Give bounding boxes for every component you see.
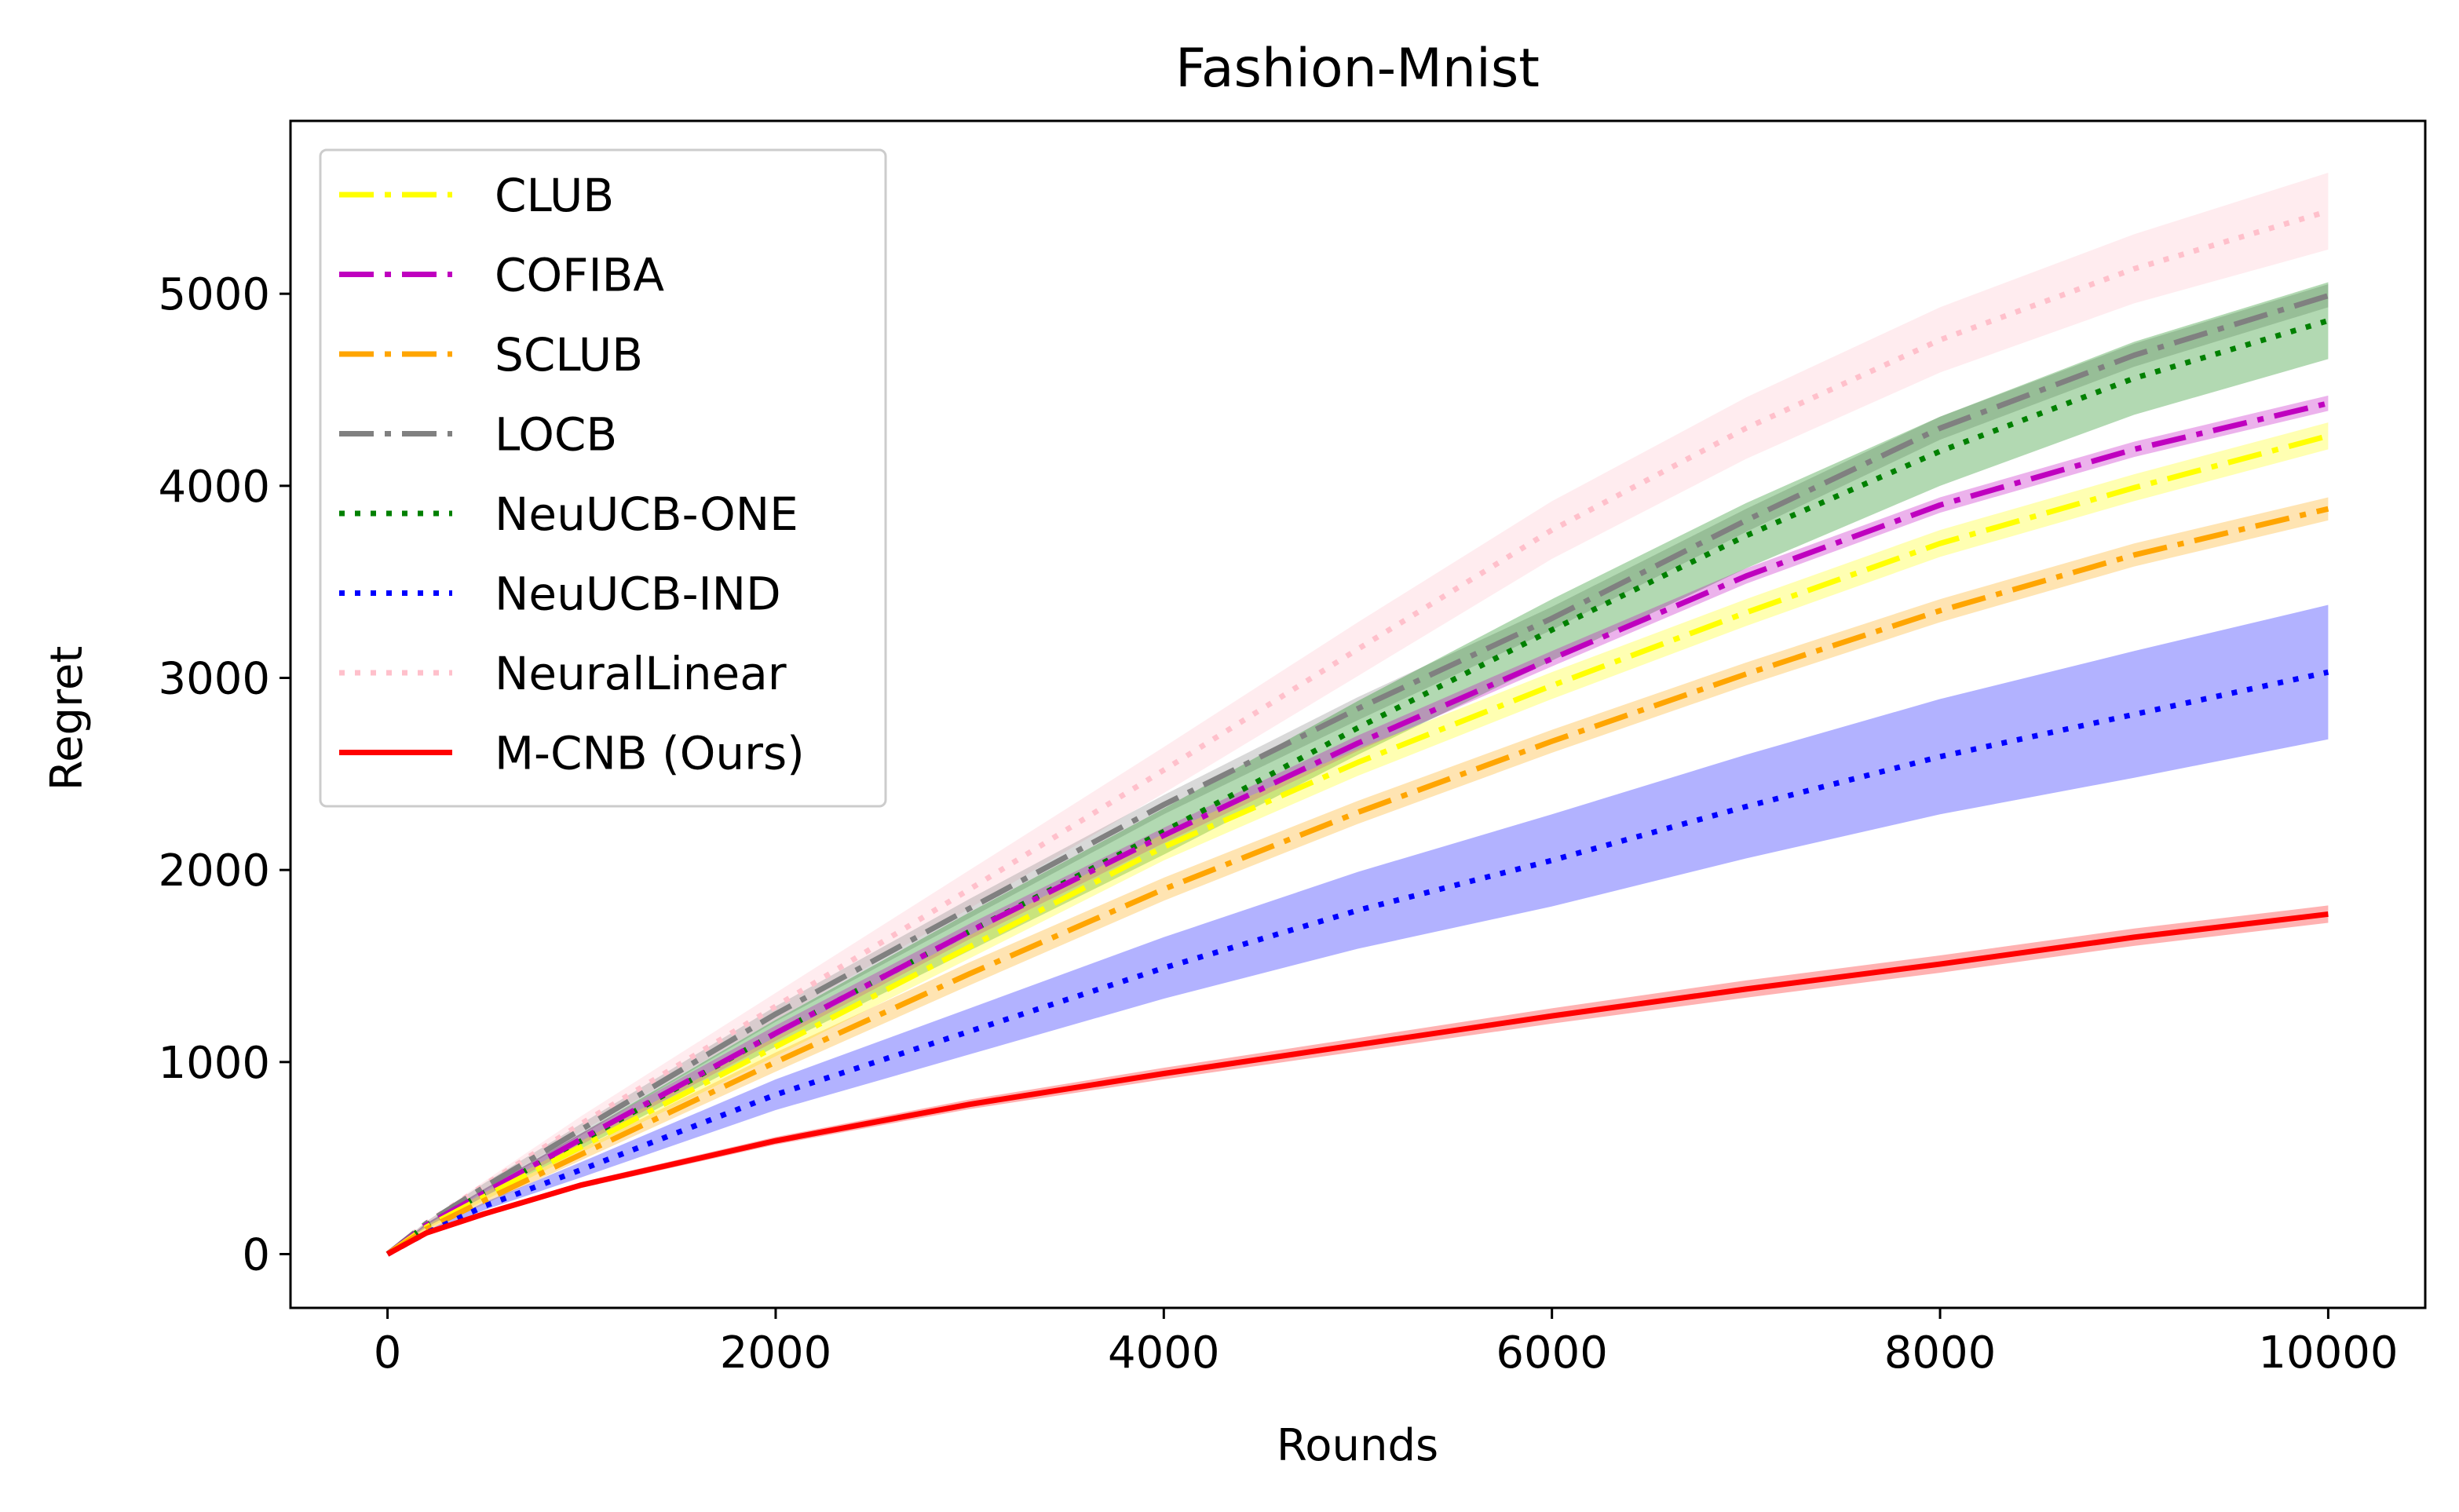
- point-club: [1940, 543, 1941, 544]
- point-m-cnb-ours: [2328, 914, 2329, 915]
- y-tick-label: 2000: [158, 845, 270, 897]
- point-neuucb-ind: [2134, 714, 2135, 715]
- series-lines: [385, 208, 2329, 1257]
- point-locb: [2134, 355, 2135, 356]
- y-tick-label: 5000: [158, 269, 270, 320]
- point-m-cnb-ours: [1551, 1016, 1552, 1017]
- point-m-cnb-ours: [1745, 988, 1746, 989]
- point-cofiba: [581, 1138, 582, 1139]
- point-neuucb-ind: [581, 1169, 582, 1170]
- point-neuucb-one: [1745, 535, 1746, 536]
- line-cofiba: [385, 400, 2329, 1257]
- point-neuucb-ind: [775, 1094, 776, 1095]
- point-cofiba: [2328, 403, 2329, 404]
- point-sclub: [1940, 610, 1941, 611]
- legend-box: [319, 148, 887, 808]
- x-tick-label: 8000: [1884, 1328, 1997, 1379]
- x-tick-label: 0: [374, 1328, 402, 1379]
- point-cofiba: [1940, 505, 1941, 506]
- legend-label-neuucb-one: NeuUCB-ONE: [495, 488, 798, 541]
- point-neuucb-ind: [2328, 672, 2329, 673]
- plot-frame: [289, 119, 2427, 1309]
- point-cofiba: [775, 1033, 776, 1034]
- line-neuucb-one: [385, 318, 2329, 1257]
- point-neuucb-one: [2328, 320, 2329, 321]
- point-locb: [581, 1129, 582, 1130]
- point-locb: [2328, 295, 2329, 296]
- line-sclub: [385, 506, 2329, 1257]
- band-neurallinear: [387, 173, 2329, 1255]
- point-cofiba: [484, 1192, 485, 1193]
- legend-label-cofiba: COFIBA: [495, 249, 664, 302]
- line-neurallinear: [385, 208, 2329, 1257]
- legend-label-neuucb-ind: NeuUCB-IND: [495, 568, 781, 621]
- point-club: [1357, 762, 1358, 763]
- point-club: [1551, 685, 1552, 686]
- point-neurallinear: [1745, 428, 1746, 429]
- y-tick-label: 0: [242, 1229, 270, 1280]
- point-locb: [775, 1013, 776, 1014]
- point-neurallinear: [2134, 268, 2135, 269]
- point-neurallinear: [1551, 530, 1552, 531]
- y-tick-label: 4000: [158, 462, 270, 513]
- point-sclub: [1357, 812, 1358, 813]
- point-locb: [484, 1186, 485, 1187]
- point-neuucb-one: [1357, 728, 1358, 729]
- point-locb: [1940, 428, 1941, 429]
- x-axis-ticks: 0 2000 4000 6000 8000 10000: [374, 1308, 2398, 1379]
- confidence-bands: [387, 173, 2329, 1255]
- x-axis-label: Rounds: [1277, 1420, 1438, 1471]
- y-tick-label: 1000: [158, 1038, 270, 1089]
- point-locb: [1357, 708, 1358, 709]
- y-axis-label: Regret: [42, 646, 93, 791]
- point-sclub: [1551, 741, 1552, 742]
- legend-label-neurallinear: NeuralLinear: [495, 647, 787, 700]
- line-locb: [385, 293, 2329, 1257]
- point-m-cnb-ours: [1357, 1044, 1358, 1045]
- point-m-cnb-ours: [387, 1254, 388, 1255]
- y-tick-label: 3000: [158, 654, 270, 705]
- x-tick-label: 10000: [2258, 1328, 2398, 1379]
- x-tick-label: 6000: [1496, 1328, 1608, 1379]
- point-neurallinear: [1357, 648, 1358, 649]
- x-tick-label: 2000: [720, 1328, 832, 1379]
- point-sclub: [2134, 554, 2135, 555]
- point-locb: [1551, 618, 1552, 619]
- legend: CLUB COFIBA SCLUB LOCB NeuUCB-ONE NeuUCB-IND N…: [319, 148, 887, 808]
- point-neurallinear: [581, 1123, 582, 1124]
- point-cofiba: [2134, 449, 2135, 450]
- legend-label-m-cnb-ours: M-CNB (Ours): [495, 727, 805, 780]
- y-axis-ticks: 0 1000 2000 3000 4000 5000: [158, 269, 290, 1280]
- line-m-cnb-ours: [385, 911, 2329, 1257]
- point-m-cnb-ours: [1940, 964, 1941, 965]
- band-m-cnb-ours: [387, 905, 2329, 1255]
- point-club: [581, 1146, 582, 1147]
- point-club: [1745, 612, 1746, 613]
- point-neurallinear: [2328, 210, 2329, 211]
- point-sclub: [581, 1154, 582, 1155]
- legend-label-sclub: SCLUB: [495, 328, 643, 382]
- point-neuucb-ind: [1357, 910, 1358, 911]
- point-neuucb-ind: [1940, 756, 1941, 757]
- point-neuucb-ind: [1745, 806, 1746, 807]
- band-neuucb-ind: [387, 604, 2329, 1255]
- point-neuucb-ind: [484, 1206, 485, 1207]
- point-cofiba: [1745, 575, 1746, 576]
- x-tick-label: 4000: [1108, 1328, 1220, 1379]
- band-neuucb-one: [387, 282, 2329, 1255]
- point-club: [484, 1196, 485, 1197]
- point-club: [775, 1046, 776, 1047]
- chart-title: Fashion-Mnist: [1175, 38, 1540, 100]
- line-club: [385, 433, 2329, 1257]
- legend-label-locb: LOCB: [495, 408, 617, 462]
- point-neurallinear: [1940, 339, 1941, 340]
- legend-label-club: CLUB: [495, 169, 614, 222]
- point-sclub: [775, 1061, 776, 1062]
